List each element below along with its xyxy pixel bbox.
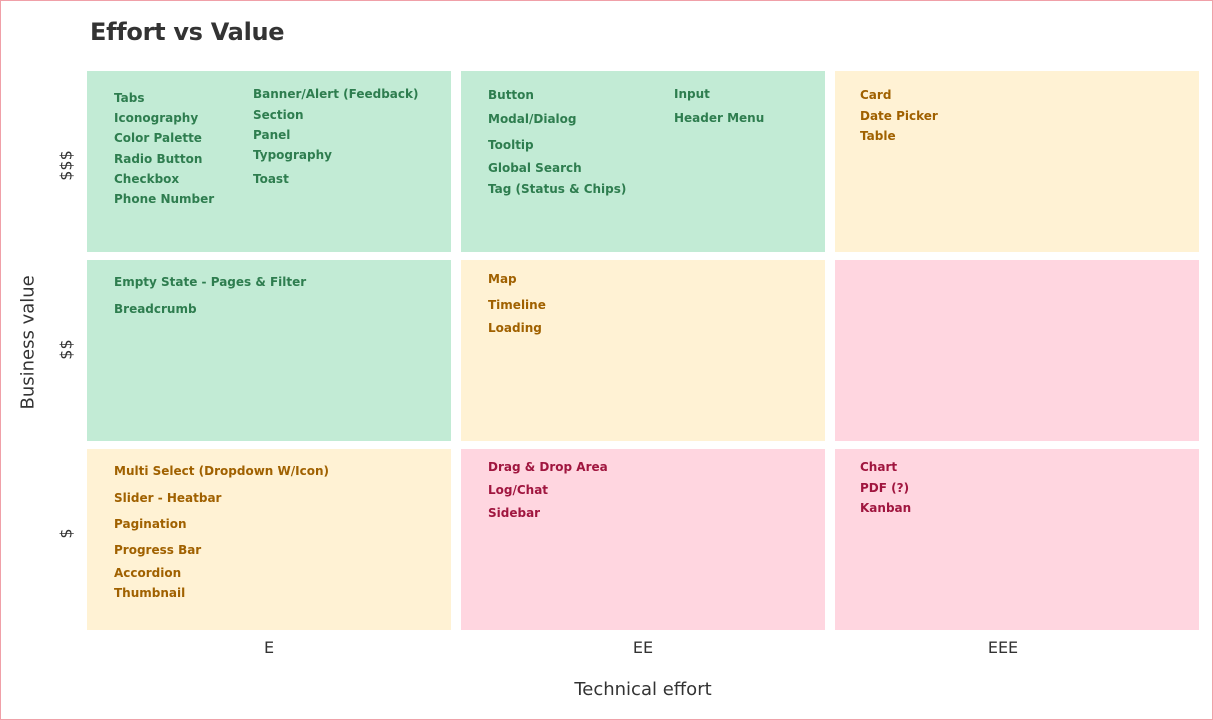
list-item: Slider - Heatbar (114, 491, 222, 505)
list-item: Thumbnail (114, 586, 186, 600)
list-item: PDF (?) (860, 481, 910, 495)
x-axis-label: Technical effort (574, 679, 712, 700)
cell-mid-value-high-effort (835, 260, 1199, 441)
cell-high-value-low-effort: Tabs Iconography Color Palette Radio But… (87, 71, 451, 252)
cell-high-value-high-effort: Card Date Picker Table (835, 71, 1199, 252)
list-item: Phone Number (114, 192, 215, 206)
row-label-high: $$$ (56, 150, 76, 181)
list-item: Table (860, 129, 896, 143)
list-item: Toast (253, 172, 289, 186)
column-label-e: E (263, 638, 275, 657)
list-item: Chart (860, 460, 898, 474)
list-item: Global Search (488, 161, 582, 175)
row-label-low: $ (56, 528, 76, 539)
cell-mid-value-mid-effort: Map Timeline Loading (461, 260, 825, 441)
list-item: Progress Bar (114, 543, 202, 557)
list-item: Header Menu (674, 111, 765, 125)
list-item: Tooltip (488, 138, 534, 152)
list-item: Tag (Status & Chips) (488, 182, 627, 196)
list-item: Panel (253, 128, 291, 142)
list-item: Banner/Alert (Feedback) (253, 87, 419, 101)
list-item: Multi Select (Dropdown W/Icon) (114, 464, 329, 478)
row-label-mid: $$ (56, 339, 76, 360)
list-item: Color Palette (114, 131, 202, 145)
y-axis-label: Business value (17, 275, 39, 410)
list-item: Card (860, 88, 892, 102)
list-item: Kanban (860, 501, 912, 515)
cell-low-value-high-effort: Chart PDF (?) Kanban (835, 449, 1199, 630)
list-item: Sidebar (488, 506, 541, 520)
list-item: Empty State - Pages & Filter (114, 275, 307, 289)
list-item: Map (488, 272, 517, 286)
list-item: Button (488, 88, 534, 102)
list-item: Date Picker (860, 109, 938, 123)
list-item: Checkbox (114, 172, 180, 186)
page-title: Effort vs Value (90, 18, 285, 46)
list-item: Typography (253, 148, 332, 162)
column-label-eee: EEE (987, 638, 1019, 657)
list-item: Radio Button (114, 152, 203, 166)
list-item: Modal/Dialog (488, 112, 577, 126)
cell-low-value-mid-effort: Drag & Drop Area Log/Chat Sidebar (461, 449, 825, 630)
list-item: Input (674, 87, 710, 101)
list-item: Loading (488, 321, 542, 335)
column-label-ee: EE (632, 638, 654, 657)
cell-mid-value-low-effort: Empty State - Pages & Filter Breadcrumb (87, 260, 451, 441)
list-item: Section (253, 108, 304, 122)
list-item: Timeline (488, 298, 546, 312)
list-item: Breadcrumb (114, 302, 197, 316)
list-item: Accordion (114, 566, 182, 580)
list-item: Tabs (114, 91, 145, 105)
cell-low-value-low-effort: Multi Select (Dropdown W/Icon) Slider - … (87, 449, 451, 630)
list-item: Log/Chat (488, 483, 549, 497)
list-item: Iconography (114, 111, 199, 125)
list-item: Drag & Drop Area (488, 460, 608, 474)
cell-high-value-mid-effort: Button Modal/Dialog Tooltip Global Searc… (461, 71, 825, 252)
list-item: Pagination (114, 517, 187, 531)
